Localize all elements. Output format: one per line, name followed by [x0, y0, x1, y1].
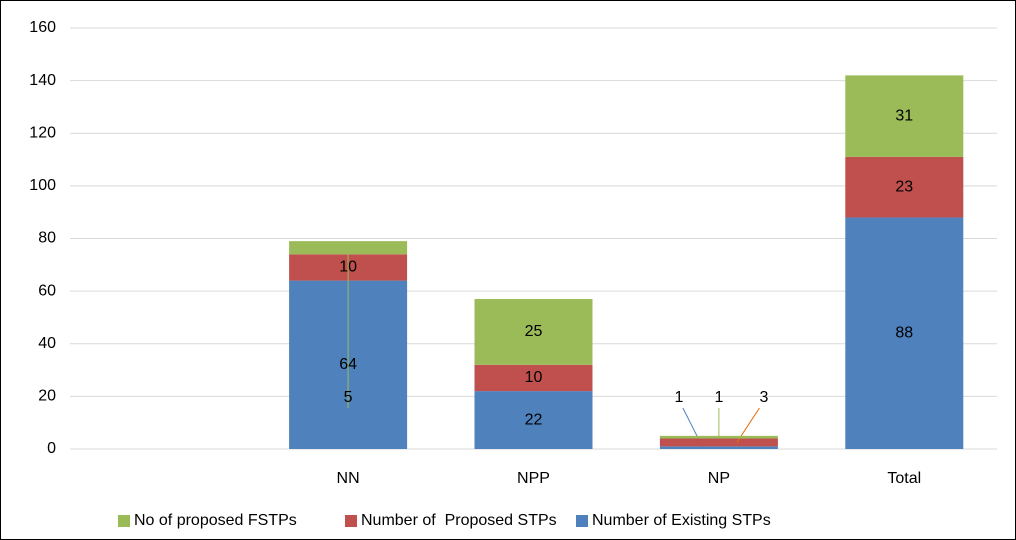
legend-label: No of proposed FSTPs [134, 512, 297, 529]
data-label: 3 [759, 389, 768, 406]
legend-swatch [345, 515, 357, 527]
y-tick-label: 140 [29, 72, 56, 89]
data-label: 31 [895, 107, 913, 124]
y-tick-label: 160 [29, 19, 56, 36]
bar-segment [845, 217, 964, 449]
y-tick-label: 80 [38, 230, 56, 247]
data-label: 23 [895, 178, 913, 195]
x-tick-label: NPP [517, 470, 550, 487]
bar-segment [474, 364, 593, 392]
bar-segment [845, 156, 964, 218]
y-tick-label: 60 [38, 282, 56, 299]
y-tick-label: 40 [38, 335, 56, 352]
data-label: 25 [525, 323, 543, 340]
legend-swatch [118, 515, 130, 527]
data-label: 5 [344, 389, 353, 406]
bar-segment [659, 446, 778, 449]
x-tick-label: NN [337, 470, 360, 487]
data-label: 10 [525, 369, 543, 386]
y-tick-label: 100 [29, 177, 56, 194]
bar-segment [659, 438, 778, 447]
data-label: 22 [525, 411, 543, 428]
x-tick-label: NP [708, 470, 730, 487]
bar-segment [845, 75, 964, 157]
bar-segment [474, 391, 593, 449]
data-label: 1 [674, 389, 683, 406]
data-label: 88 [895, 324, 913, 341]
y-tick-label: 20 [38, 388, 56, 405]
legend-swatch [576, 515, 588, 527]
data-label: 1 [714, 389, 723, 406]
y-tick-label: 120 [29, 124, 56, 141]
bar-segment [474, 299, 593, 365]
x-tick-label: Total [887, 470, 921, 487]
legend-label: Number of Existing STPs [592, 512, 771, 529]
y-tick-label: 0 [47, 440, 56, 457]
legend-label: Number of Proposed STPs [361, 512, 557, 529]
